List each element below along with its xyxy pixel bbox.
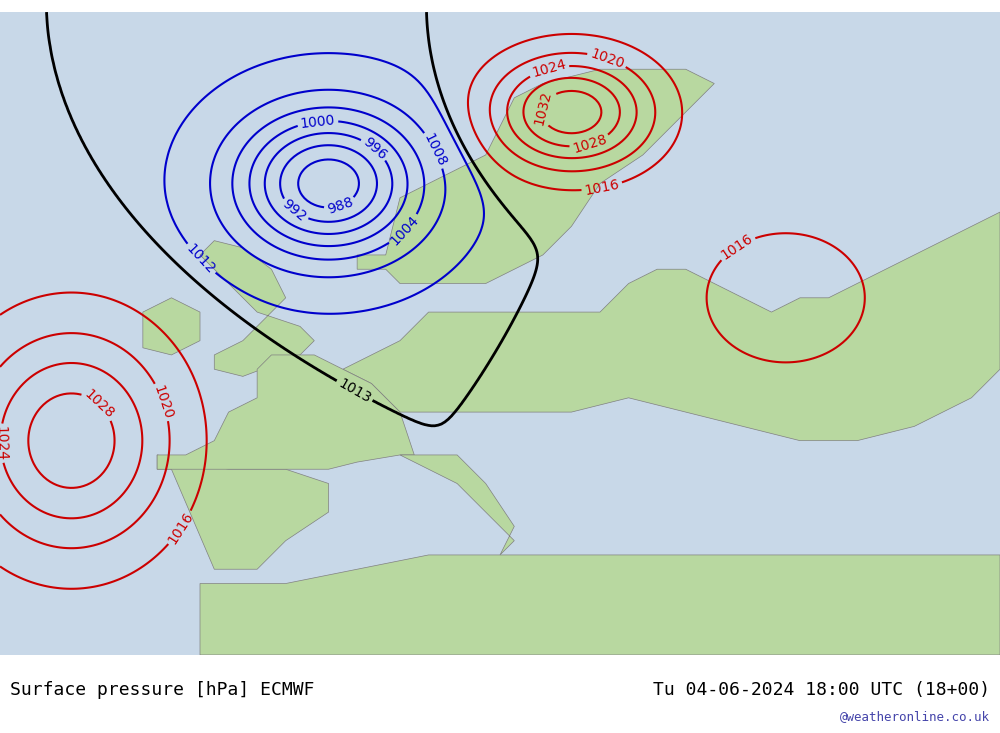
Text: 1024: 1024 [530,57,568,81]
Polygon shape [157,455,329,570]
Text: 1016: 1016 [718,232,755,262]
Text: 1008: 1008 [421,131,449,169]
Text: 1012: 1012 [184,241,218,276]
Text: 1000: 1000 [299,113,336,130]
Text: 1013: 1013 [336,376,373,405]
Text: Tu 04-06-2024 18:00 UTC (18+00): Tu 04-06-2024 18:00 UTC (18+00) [653,681,990,699]
Text: 988: 988 [325,195,355,217]
Text: 1016: 1016 [583,177,621,198]
Polygon shape [200,240,314,376]
Text: 1028: 1028 [82,387,117,421]
Text: 1016: 1016 [165,509,196,547]
Polygon shape [343,212,1000,441]
Polygon shape [400,455,514,555]
Text: 1004: 1004 [388,213,422,248]
Text: 1024: 1024 [0,425,8,461]
Text: 1020: 1020 [588,46,626,71]
Polygon shape [157,355,414,469]
Polygon shape [357,69,714,284]
Text: 1032: 1032 [531,89,553,126]
Text: 996: 996 [360,135,389,163]
Text: 1028: 1028 [571,132,609,155]
Text: 1020: 1020 [151,383,175,421]
Polygon shape [143,298,200,355]
Text: @weatheronline.co.uk: @weatheronline.co.uk [840,710,990,723]
Text: 992: 992 [280,196,309,224]
Polygon shape [200,555,1000,655]
Text: Surface pressure [hPa] ECMWF: Surface pressure [hPa] ECMWF [10,681,314,699]
